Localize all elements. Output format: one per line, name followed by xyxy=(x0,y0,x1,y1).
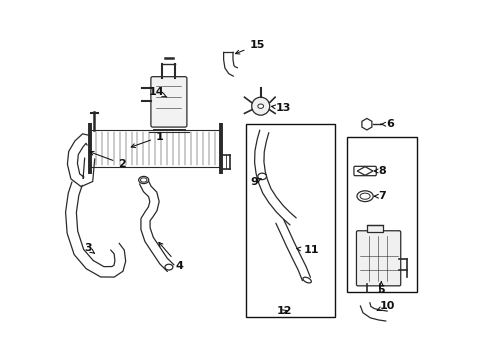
Bar xyxy=(246,124,334,317)
Ellipse shape xyxy=(359,193,369,199)
Ellipse shape xyxy=(257,104,263,108)
Text: 6: 6 xyxy=(380,119,393,129)
Bar xyxy=(89,130,221,167)
FancyBboxPatch shape xyxy=(353,166,375,176)
Ellipse shape xyxy=(164,264,172,270)
Text: 13: 13 xyxy=(271,103,290,113)
Text: 12: 12 xyxy=(276,306,291,316)
Circle shape xyxy=(251,97,269,115)
Text: 8: 8 xyxy=(373,166,385,176)
Text: 7: 7 xyxy=(374,191,385,201)
Text: 15: 15 xyxy=(235,40,264,54)
Text: 11: 11 xyxy=(296,245,318,255)
Ellipse shape xyxy=(139,176,148,184)
Text: 5: 5 xyxy=(377,282,385,295)
Bar xyxy=(366,225,382,232)
Bar xyxy=(346,137,416,292)
Text: 14: 14 xyxy=(148,87,166,97)
Text: 10: 10 xyxy=(376,301,395,311)
Text: 4: 4 xyxy=(159,242,183,271)
Ellipse shape xyxy=(257,173,266,180)
FancyBboxPatch shape xyxy=(151,77,186,127)
FancyBboxPatch shape xyxy=(356,231,400,286)
Text: 9: 9 xyxy=(250,177,261,187)
Text: 1: 1 xyxy=(131,132,163,148)
Polygon shape xyxy=(356,167,372,175)
Ellipse shape xyxy=(356,191,372,202)
Ellipse shape xyxy=(303,277,311,283)
Ellipse shape xyxy=(140,178,146,182)
Text: 2: 2 xyxy=(90,151,126,169)
Text: 3: 3 xyxy=(84,243,94,253)
